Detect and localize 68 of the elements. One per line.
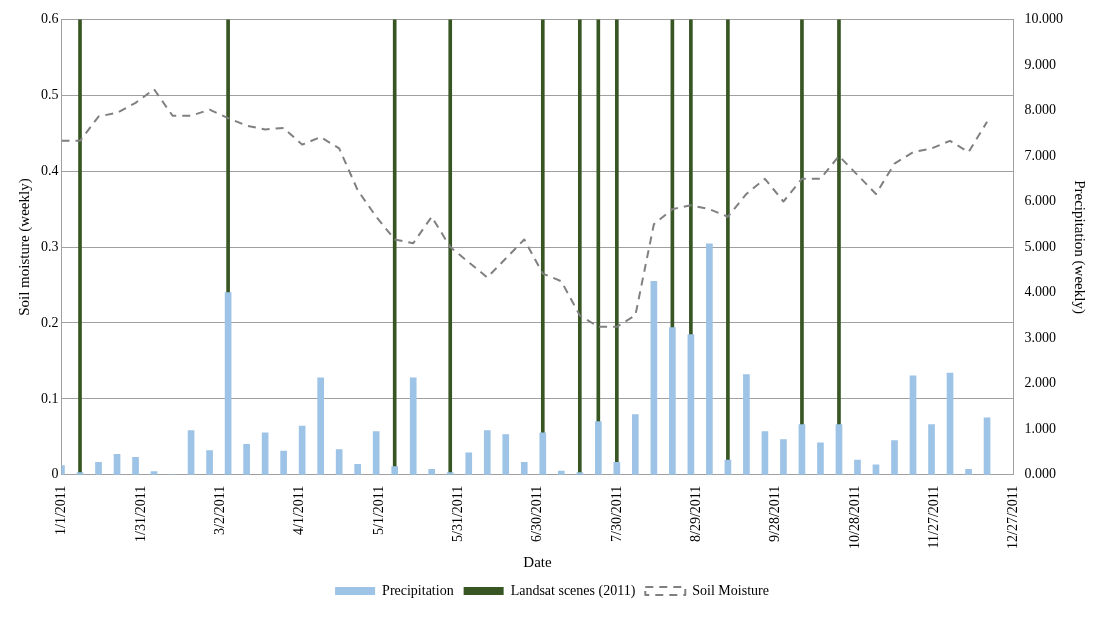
y2-tick-label: 5.000 <box>1024 238 1056 254</box>
y2-tick-label: 0.000 <box>1024 466 1056 482</box>
x-tick-label: 1/31/2011 <box>132 485 148 543</box>
y2-axis-title: Precipitation (weekly) <box>1071 180 1089 314</box>
bar <box>409 377 417 475</box>
legend-label: Landsat scenes (2011) <box>510 582 636 599</box>
bar <box>317 377 324 475</box>
bar <box>632 414 639 475</box>
y2-tick-label: 6.000 <box>1024 193 1056 209</box>
y-axis-title: Soil moisture (weekly) <box>15 178 33 316</box>
x-tick-label: 9/28/2011 <box>767 485 783 543</box>
y2-tick-label: 7.000 <box>1024 147 1056 163</box>
x-tick-label: 1/1/2011 <box>53 485 69 536</box>
line-series <box>61 88 989 328</box>
bar <box>243 443 250 475</box>
bar <box>854 459 861 475</box>
x-tick-label: 5/31/2011 <box>449 485 465 543</box>
x-tick-label: 11/27/2011 <box>925 485 941 549</box>
y2-tick-label: 9.000 <box>1024 56 1056 72</box>
y-tick-label: 0.3 <box>41 238 59 254</box>
bar <box>206 450 213 475</box>
x-tick-label: 7/30/2011 <box>608 485 624 543</box>
y2-tick-label: 4.000 <box>1024 284 1056 300</box>
x-tick-label: 5/1/2011 <box>370 485 386 536</box>
bar <box>687 334 695 475</box>
y-tick-label: 0.4 <box>41 162 59 178</box>
x-tick-label: 8/29/2011 <box>687 485 703 543</box>
bar <box>465 452 473 475</box>
bar <box>891 440 898 475</box>
bar <box>280 450 287 475</box>
bar <box>743 374 750 475</box>
x-tick-label: 10/28/2011 <box>846 485 862 550</box>
x-axis-title: Date <box>523 553 552 570</box>
x-tick-label: 3/2/2011 <box>211 485 227 536</box>
x-tick-label: 6/30/2011 <box>529 485 545 543</box>
bar <box>95 462 102 475</box>
x-tick-label: 12/27/2011 <box>1005 485 1021 550</box>
legend-label: Soil Moisture <box>692 582 769 598</box>
x-tick-label: 4/1/2011 <box>291 485 307 536</box>
bar <box>132 457 139 475</box>
legend-label: Precipitation <box>382 582 454 598</box>
y2-tick-label: 2.000 <box>1024 375 1056 391</box>
y2-tick-label: 1.000 <box>1024 420 1056 436</box>
bar <box>669 327 676 475</box>
bar <box>817 442 824 475</box>
y2-tick-label: 3.000 <box>1024 329 1056 345</box>
bar <box>391 466 399 475</box>
bar <box>483 430 491 475</box>
bar <box>928 424 935 475</box>
bar <box>502 434 510 475</box>
y-tick-label: 0.2 <box>41 314 59 330</box>
bar <box>428 468 436 475</box>
y2-tick-label: 8.000 <box>1024 102 1056 118</box>
y2-tick-label: 10.000 <box>1024 11 1063 27</box>
bar <box>780 439 787 475</box>
y-tick-label: 0.5 <box>41 86 59 102</box>
bar <box>520 462 528 475</box>
bar <box>594 421 602 475</box>
bar <box>372 431 380 475</box>
bar <box>354 463 362 475</box>
bar <box>965 468 972 475</box>
y-tick-label: 0 <box>51 466 59 482</box>
bar <box>983 417 991 475</box>
bar <box>650 280 658 475</box>
bar <box>539 432 547 475</box>
bar <box>706 243 713 475</box>
y-tick-label: 0.6 <box>41 11 59 27</box>
y-tick-label: 0.1 <box>41 390 59 406</box>
